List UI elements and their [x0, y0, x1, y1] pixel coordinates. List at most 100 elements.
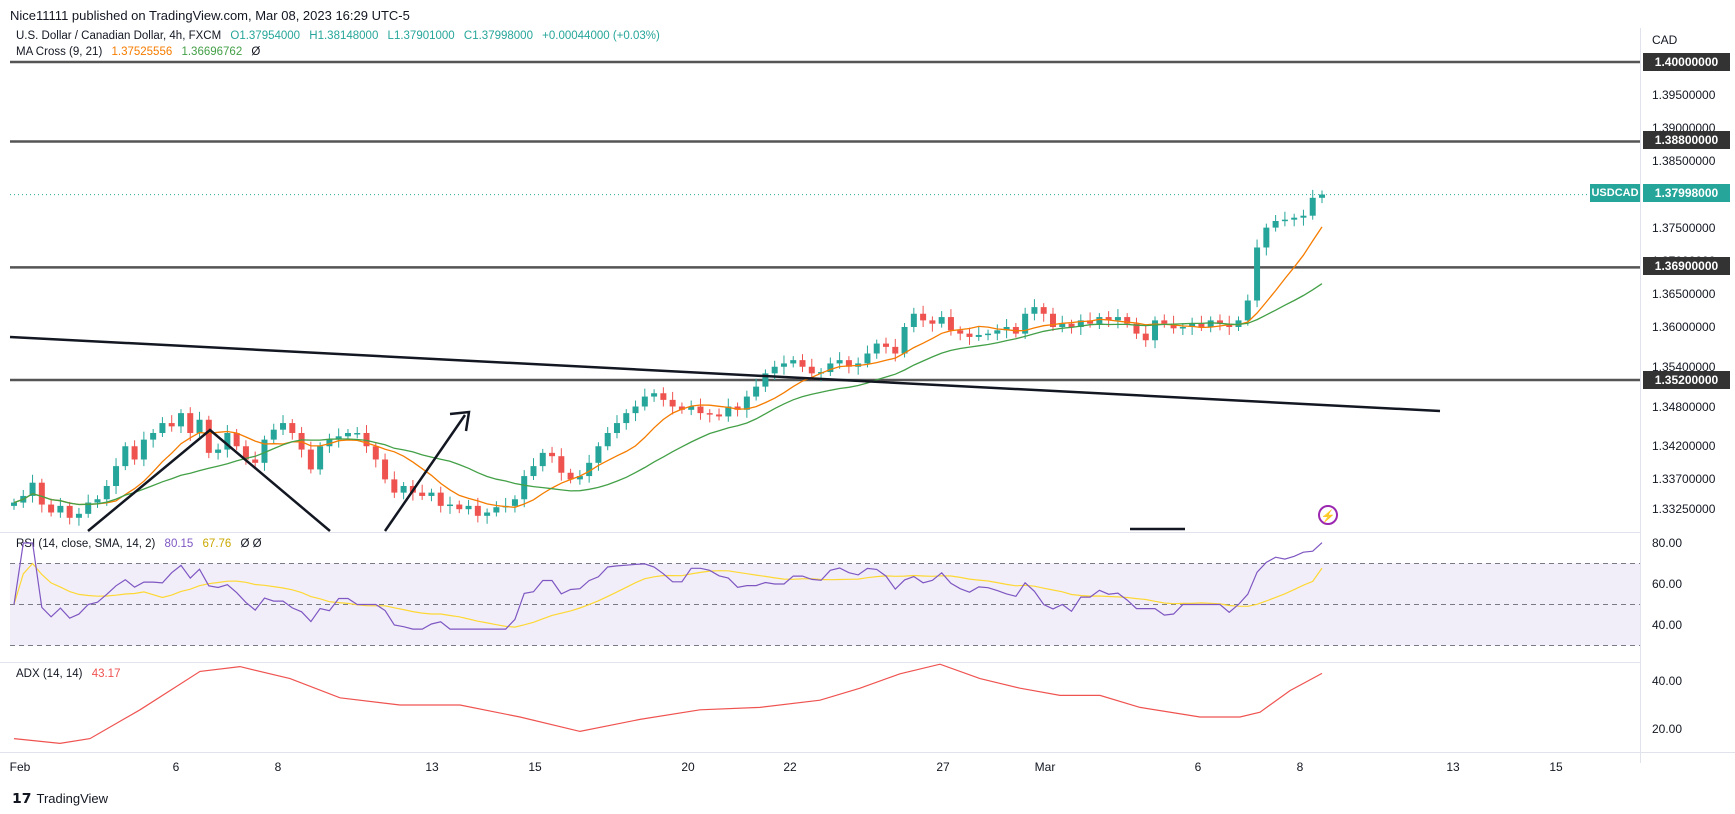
- candle-body: [1235, 320, 1242, 327]
- candle-body: [1068, 323, 1075, 327]
- adx-legend: ADX (14, 14) 43.17: [16, 668, 126, 680]
- candle-body: [205, 419, 212, 453]
- candle-body: [753, 386, 760, 397]
- candle-body: [595, 446, 602, 463]
- candle-body: [938, 317, 945, 324]
- candle-body: [75, 513, 82, 518]
- hide-icon[interactable]: Ø Ø: [240, 538, 262, 550]
- symbol-tag: USDCAD: [1590, 184, 1640, 202]
- candle-body: [419, 492, 426, 496]
- price-axis-border: [1640, 28, 1641, 763]
- candle-body: [883, 343, 889, 347]
- candle-body: [113, 466, 120, 486]
- candle-body: [1142, 333, 1149, 341]
- candle-body: [344, 433, 351, 437]
- candle-body: [94, 499, 101, 503]
- candle-body: [1272, 221, 1279, 228]
- tv-logo-icon: 𝟭𝟳: [12, 790, 32, 806]
- candle-body: [1189, 323, 1196, 327]
- lightning-icon[interactable]: ⚡: [1318, 505, 1338, 525]
- price-tick: 1.39500000: [1652, 88, 1716, 103]
- candle-body: [400, 486, 407, 493]
- rsi-tick: 40.00: [1652, 618, 1683, 632]
- candle-body: [549, 452, 556, 457]
- candle-body: [1124, 317, 1131, 324]
- level-tag: 1.36900000: [1643, 257, 1730, 275]
- candle-body: [957, 330, 964, 334]
- adx-tick: 40.00: [1652, 674, 1683, 688]
- candle-body: [1049, 313, 1056, 327]
- candle-body: [1309, 197, 1316, 216]
- candle-body: [845, 360, 852, 367]
- candle-body: [697, 406, 704, 414]
- candle-body: [613, 423, 620, 433]
- candle-body: [985, 333, 992, 336]
- tradingview-logo[interactable]: 𝟭𝟳 TradingView: [12, 790, 108, 807]
- candle-body: [632, 406, 639, 414]
- candle-body: [1254, 247, 1261, 301]
- candle-body: [1133, 323, 1140, 334]
- candle-body: [762, 373, 769, 387]
- candle-body: [1114, 317, 1121, 321]
- candle-body: [150, 433, 157, 440]
- candle-body: [1179, 327, 1186, 329]
- candle-body: [1244, 300, 1251, 321]
- candle-body: [567, 472, 574, 480]
- brand-name: TradingView: [36, 791, 109, 806]
- hide-icon[interactable]: Ø: [251, 46, 261, 58]
- candle-body: [743, 396, 750, 410]
- price-tick: 1.33700000: [1652, 472, 1716, 487]
- time-tick: 13: [425, 760, 439, 774]
- close-value: C1.37998000: [463, 30, 533, 42]
- rsi-tick: 60.00: [1652, 577, 1683, 591]
- rsi-pane: [10, 542, 1640, 646]
- ma-fast-value: 1.37525556: [111, 46, 173, 58]
- time-tick: 15: [528, 760, 542, 774]
- candle-body: [725, 406, 732, 417]
- candle-body: [1319, 194, 1325, 198]
- candle-body: [1022, 313, 1029, 334]
- candle-body: [29, 482, 36, 496]
- candle-body: [391, 479, 398, 493]
- rsi-ma-line: [13, 562, 1323, 628]
- time-tick: 8: [274, 760, 282, 774]
- time-tick: 8: [1296, 760, 1304, 774]
- candle-body: [215, 449, 222, 453]
- price-tick: 1.37500000: [1652, 220, 1716, 235]
- horizontal-levels: [10, 60, 1640, 382]
- candle-body: [1087, 320, 1094, 324]
- publish-header: Nice11111 published on TradingView.com, …: [10, 8, 410, 23]
- ma-slow-line: [13, 283, 1323, 506]
- ma-label[interactable]: MA Cross (9, 21): [16, 46, 103, 58]
- price-tick: 1.35400000: [1652, 359, 1716, 374]
- rsi-ma-value: 67.76: [202, 538, 232, 550]
- candle-body: [1226, 323, 1233, 327]
- candle-body: [586, 462, 593, 477]
- candle-body: [1003, 327, 1010, 331]
- time-tick: 20: [681, 760, 695, 774]
- candle-body: [521, 476, 528, 500]
- trendline: [9, 335, 1441, 413]
- candle-body: [354, 433, 361, 435]
- candle-body: [280, 423, 287, 430]
- candle-body: [447, 504, 453, 507]
- candle-body: [131, 446, 138, 460]
- candle-body: [307, 449, 314, 470]
- adx-label[interactable]: ADX (14, 14): [16, 668, 83, 680]
- candle-body: [326, 439, 333, 447]
- pane-divider[interactable]: [0, 532, 1640, 533]
- price-tick: 1.36000000: [1652, 320, 1716, 334]
- adx-value: 43.17: [91, 668, 121, 680]
- pane-divider[interactable]: [0, 662, 1640, 663]
- candle-body: [261, 439, 268, 463]
- rsi-label[interactable]: RSI (14, close, SMA, 14, 2): [16, 538, 156, 550]
- candle-body: [196, 419, 203, 433]
- candle-body: [289, 423, 296, 433]
- candle-body: [678, 406, 685, 410]
- candle-body: [1291, 217, 1298, 220]
- candle-body: [892, 346, 899, 354]
- symbol-title[interactable]: U.S. Dollar / Canadian Dollar, 4h, FXCM: [16, 30, 222, 42]
- candle-body: [864, 353, 871, 364]
- candle-body: [558, 456, 565, 473]
